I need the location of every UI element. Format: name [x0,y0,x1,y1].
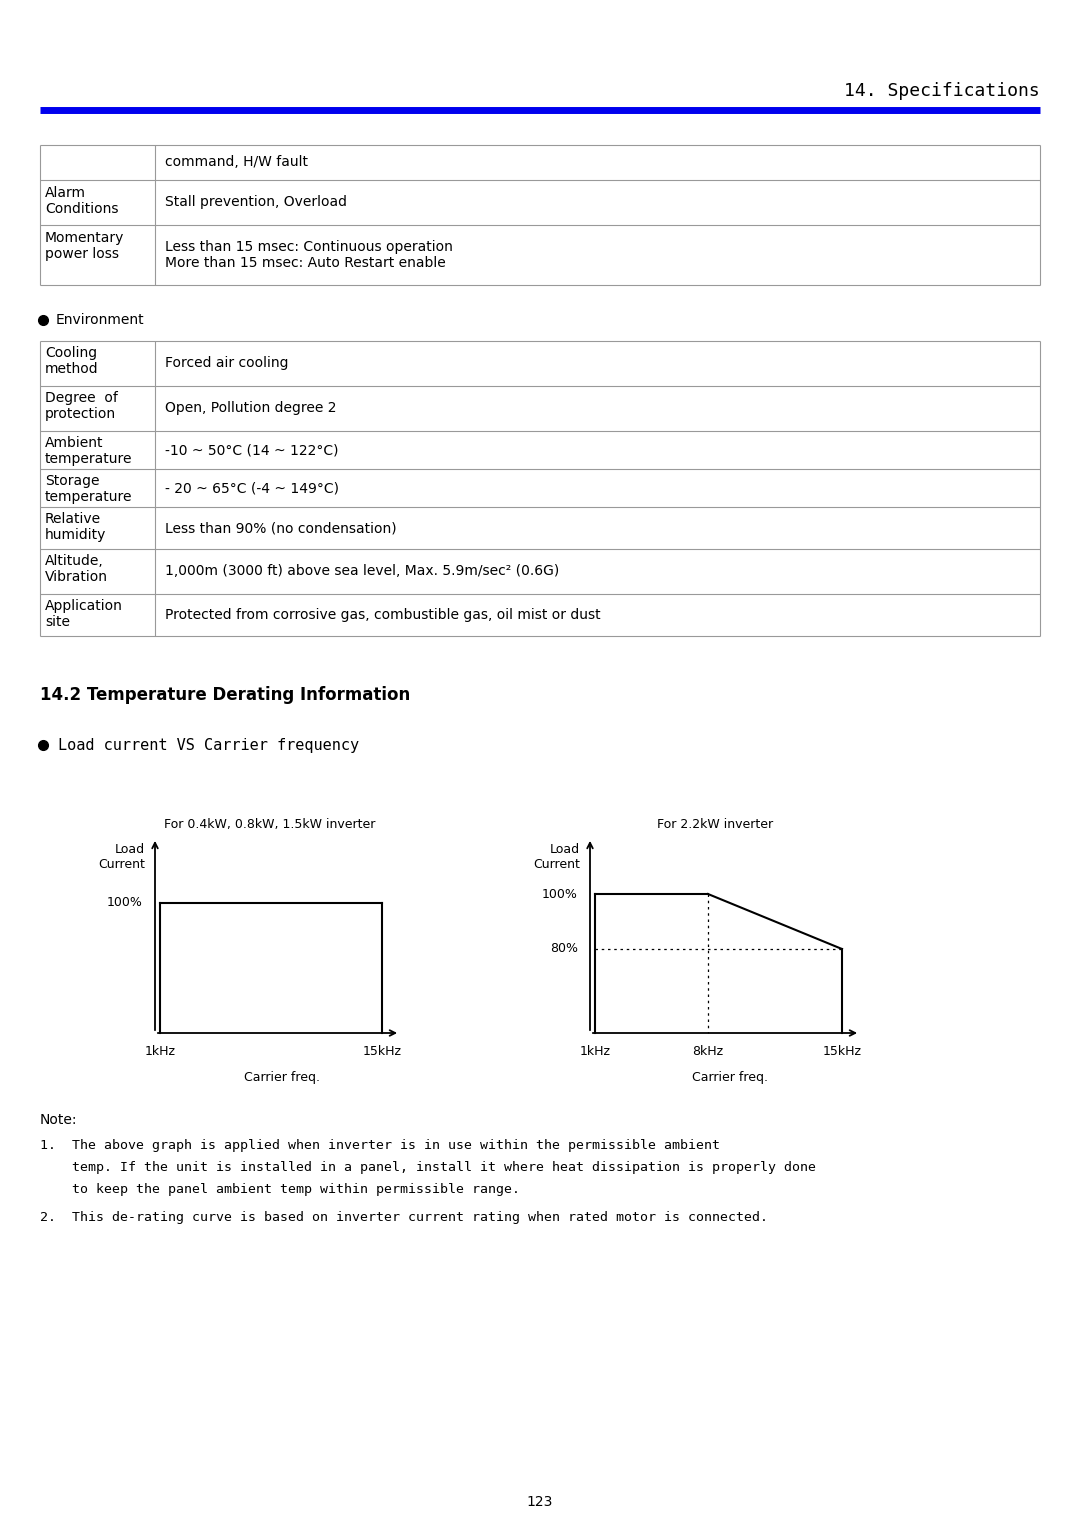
Text: to keep the panel ambient temp within permissible range.: to keep the panel ambient temp within pe… [40,1183,519,1196]
Text: Ambient
temperature: Ambient temperature [45,435,133,466]
Text: For 0.4kW, 0.8kW, 1.5kW inverter: For 0.4kW, 0.8kW, 1.5kW inverter [164,817,376,831]
Text: Forced air cooling: Forced air cooling [165,356,288,370]
Text: Stall prevention, Overload: Stall prevention, Overload [165,196,347,209]
Text: Less than 15 msec: Continuous operation
More than 15 msec: Auto Restart enable: Less than 15 msec: Continuous operation … [165,240,453,270]
Text: Cooling
method: Cooling method [45,345,98,376]
Text: 15kHz: 15kHz [363,1045,402,1057]
Text: Application
site: Application site [45,599,123,630]
Text: Carrier freq.: Carrier freq. [244,1071,320,1083]
Text: Storage
temperature: Storage temperature [45,474,133,504]
Text: Relative
humidity: Relative humidity [45,512,106,542]
Text: Alarm
Conditions: Alarm Conditions [45,186,119,215]
Text: 14.2 Temperature Derating Information: 14.2 Temperature Derating Information [40,686,410,704]
Text: 15kHz: 15kHz [823,1045,862,1057]
Text: Protected from corrosive gas, combustible gas, oil mist or dust: Protected from corrosive gas, combustibl… [165,608,600,622]
Text: Degree  of
protection: Degree of protection [45,391,118,422]
Text: Note:: Note: [40,1112,78,1128]
Text: Momentary
power loss: Momentary power loss [45,231,124,261]
Text: 100%: 100% [107,897,143,909]
Text: Environment: Environment [56,313,145,327]
Text: Less than 90% (no condensation): Less than 90% (no condensation) [165,521,396,535]
Text: 1,000m (3000 ft) above sea level, Max. 5.9m/sec² (0.6G): 1,000m (3000 ft) above sea level, Max. 5… [165,564,559,578]
Text: temp. If the unit is installed in a panel, install it where heat dissipation is : temp. If the unit is installed in a pane… [40,1161,816,1174]
Text: 80%: 80% [550,943,578,955]
Text: 1.  The above graph is applied when inverter is in use within the permissible am: 1. The above graph is applied when inver… [40,1138,720,1152]
Text: command, H/W fault: command, H/W fault [165,154,308,170]
Text: Load current VS Carrier frequency: Load current VS Carrier frequency [58,738,360,753]
Text: 14. Specifications: 14. Specifications [845,83,1040,99]
Text: Altitude,
Vibration: Altitude, Vibration [45,555,108,584]
Text: Load
Current: Load Current [98,843,145,871]
Text: Carrier freq.: Carrier freq. [692,1071,768,1083]
Text: 2.  This de-rating curve is based on inverter current rating when rated motor is: 2. This de-rating curve is based on inve… [40,1212,768,1224]
Text: Load
Current: Load Current [534,843,580,871]
Text: 1kHz: 1kHz [580,1045,610,1057]
Text: - 20 ~ 65°C (-4 ~ 149°C): - 20 ~ 65°C (-4 ~ 149°C) [165,481,339,495]
Text: 123: 123 [527,1494,553,1510]
Text: Open, Pollution degree 2: Open, Pollution degree 2 [165,400,337,416]
Text: 100%: 100% [542,888,578,900]
Text: For 2.2kW inverter: For 2.2kW inverter [657,817,773,831]
Text: 8kHz: 8kHz [692,1045,724,1057]
Text: 1kHz: 1kHz [145,1045,175,1057]
Text: -10 ~ 50°C (14 ~ 122°C): -10 ~ 50°C (14 ~ 122°C) [165,443,338,457]
